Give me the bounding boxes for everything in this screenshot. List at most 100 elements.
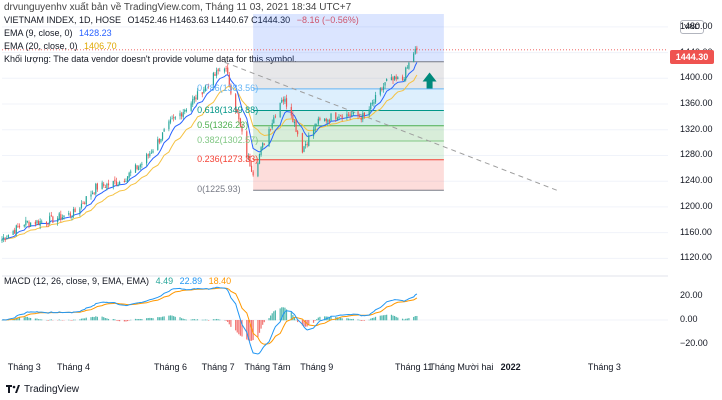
macd-histogram-bar [208,320,210,321]
candle-body [395,76,397,80]
time-axis-tick: Tháng 3 [7,362,41,372]
candle-body [84,202,86,204]
macd-histogram-bar [297,320,299,323]
candle-body [262,142,264,148]
macd-histogram-bar [136,319,138,321]
macd-histogram-bar [34,318,36,321]
macd-histogram-bar [285,309,288,321]
macd-hist-value: 4.49 [155,276,174,286]
macd-histogram-bar [96,316,98,321]
candle-body [195,97,197,100]
macd-histogram-bar [247,320,249,341]
candle-body [246,131,248,158]
candle-body [181,113,183,117]
macd-line [1,286,418,355]
macd-histogram-bar [368,319,370,321]
candle-body [193,96,195,100]
candle-body [63,215,65,218]
candle-body [4,238,6,241]
candle-body [301,133,304,153]
candle-body [281,100,283,103]
candle-body [374,94,377,103]
fib-level-label: 0.382(1302.57) [197,134,259,145]
macd-histogram-bar [185,319,187,321]
macd-histogram-bar [382,315,385,321]
symbol-name[interactable]: VIETNAM INDEX, 1D, HOSE [4,15,122,25]
candle-body [72,208,75,217]
macd-histogram-bar [314,320,316,321]
candle-body [30,222,32,227]
macd-histogram-bar [352,318,354,321]
macd-histogram-bar [112,319,114,321]
macd-histogram-bar [268,318,270,321]
price-axis-tick: 1280.00 [680,149,713,160]
macd-histogram-bar [317,317,319,321]
macd-histogram-bar [179,317,181,321]
candle-body [290,106,292,116]
price-axis-tick: 1400.00 [680,72,713,83]
candle-body [217,69,219,72]
macd-histogram-bar [47,320,49,321]
macd-histogram-bar [279,308,281,321]
candle-body [152,150,154,153]
ema9-legend: EMA (9, close, 0) 1428.23 [4,28,112,38]
candle-body [247,156,249,158]
candle-body [362,113,364,120]
candle-body [351,114,353,116]
macd-histogram-bar [290,312,292,321]
candle-body [161,132,164,140]
candle-body [303,146,305,152]
macd-histogram-bar [160,317,162,321]
macd-histogram-bar [250,320,253,341]
candle-body [50,215,52,216]
macd-histogram-bar [271,313,273,321]
macd-histogram-bar [281,307,283,321]
candle-body [47,223,49,225]
tradingview-footer[interactable]: TradingView [6,384,79,395]
candle-body [384,82,386,86]
macd-histogram-bar [405,318,407,321]
macd-histogram-bar [119,320,121,322]
time-axis-tick: Tháng 9 [300,362,334,372]
macd-histogram-bar [212,319,215,321]
macd-histogram-bar [379,315,381,321]
candle-body [2,237,5,240]
candle-body [190,103,192,111]
price-axis-tick: 1240.00 [680,175,713,186]
candle-body [408,62,410,69]
macd-histogram-bar [149,317,151,321]
candle-body [312,129,315,137]
macd-histogram-bar [107,318,110,321]
fib-level-label: 0.786(1383.56) [197,82,259,93]
ema20-label[interactable]: EMA (20, close, 0) [4,41,78,51]
candle-body [239,118,242,127]
macd-histogram-bar [181,318,183,321]
candle-body [23,224,25,227]
macd-histogram-bar [373,317,375,321]
time-axis-tick: Tháng 4 [57,362,91,372]
macd-histogram-bar [157,317,159,321]
ema9-label[interactable]: EMA (9, close, 0) [4,28,73,38]
candle-body [147,154,149,156]
macd-histogram-bar [95,316,97,321]
macd-label[interactable]: MACD (12, 26, close, 9, EMA, EMA) [4,276,150,286]
candle-body [60,214,62,220]
candle-body [179,113,181,117]
candle-body [228,74,230,86]
candle-body [203,89,205,94]
macd-histogram-bar [414,316,416,321]
price-axis-tick: 1200.00 [680,200,713,211]
candle-body [171,118,173,120]
candle-body [17,226,19,227]
candle-body [90,194,92,197]
candle-body [1,239,3,242]
macd-histogram-bar [260,320,262,329]
candle-body [82,202,84,204]
candle-body [149,153,151,157]
macd-histogram-bar [227,320,229,322]
candle-body [104,187,106,188]
candle-body [335,112,337,119]
currency-badge[interactable]: VND [680,20,704,34]
macd-histogram-bar [228,320,230,325]
